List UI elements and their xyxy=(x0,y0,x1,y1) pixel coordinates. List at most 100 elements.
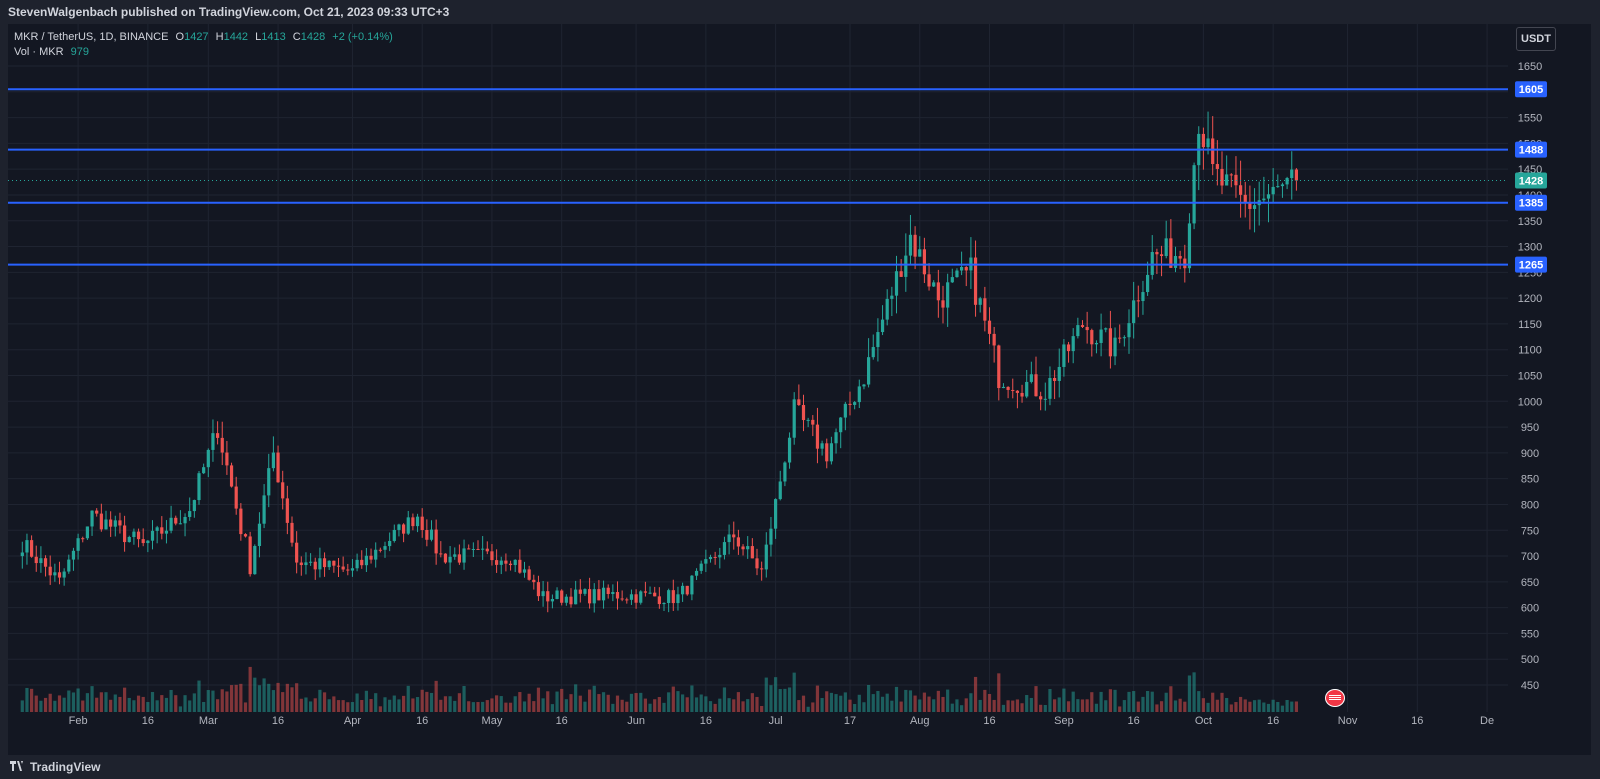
volume-bar xyxy=(1011,700,1015,712)
candle-body xyxy=(62,571,66,578)
volume-bar xyxy=(960,705,964,712)
volume-bar xyxy=(532,701,536,712)
volume-bar xyxy=(271,690,275,712)
volume-bar xyxy=(239,683,243,712)
volume-bar xyxy=(1248,701,1252,712)
candle-body xyxy=(648,592,652,594)
candle-body xyxy=(127,537,131,543)
volume-bar xyxy=(220,689,224,712)
volume-bar xyxy=(1090,692,1094,712)
candle-body xyxy=(964,267,968,271)
candle-body xyxy=(760,568,764,570)
y-tick-label: 1650 xyxy=(1518,61,1542,73)
x-tick-label: 16 xyxy=(983,715,995,727)
y-tick-label: 550 xyxy=(1521,628,1539,640)
volume-bar xyxy=(815,685,820,712)
volume-bar xyxy=(1029,697,1033,712)
x-tick-label: May xyxy=(482,715,503,727)
candle-body xyxy=(746,546,750,550)
volume-bar xyxy=(797,700,801,712)
volume-bar xyxy=(932,699,936,712)
volume-bar xyxy=(448,696,452,712)
candle-body xyxy=(797,399,801,406)
candle-body xyxy=(662,602,666,605)
volume-bar xyxy=(704,696,708,712)
candle-body xyxy=(192,500,196,512)
volume-bar xyxy=(713,703,717,712)
volume-bar xyxy=(299,698,303,712)
volume-bar xyxy=(504,702,508,712)
candle-body xyxy=(360,559,364,566)
volume-bar xyxy=(383,697,387,712)
candle-body xyxy=(829,443,833,462)
candle-body xyxy=(299,562,303,566)
currency-button[interactable]: USDT xyxy=(1516,27,1556,51)
volume-bar xyxy=(964,698,968,712)
y-tick-label: 900 xyxy=(1521,448,1539,460)
candle-body xyxy=(639,591,643,603)
volume-bar xyxy=(708,701,713,712)
volume-bar xyxy=(202,702,206,712)
volume-bar xyxy=(918,699,922,712)
volume-bar xyxy=(192,693,196,712)
candle-body xyxy=(48,566,52,576)
candle-body xyxy=(1015,390,1019,393)
candle-body xyxy=(918,249,922,257)
us-flag-icon[interactable] xyxy=(1325,689,1345,707)
candle-body xyxy=(606,587,610,595)
candle-body xyxy=(1080,325,1085,327)
candle-body xyxy=(20,552,24,557)
volume-bar xyxy=(1262,702,1266,712)
candle-body xyxy=(834,432,838,444)
volume-bar xyxy=(178,706,182,712)
candle-body xyxy=(216,433,220,438)
volume-bar xyxy=(141,696,145,712)
candle-body xyxy=(955,270,959,278)
candle-body xyxy=(880,319,885,333)
candle-body xyxy=(783,462,787,482)
candle-body xyxy=(295,542,299,563)
volume-bar xyxy=(936,690,940,712)
volume-bar xyxy=(620,699,624,712)
volume-bar xyxy=(1211,692,1215,712)
candle-body xyxy=(1252,205,1257,209)
volume-bar xyxy=(1099,691,1103,712)
volume-bar xyxy=(1192,672,1196,712)
candle-body xyxy=(792,399,796,438)
candle-body xyxy=(169,517,173,531)
level-label-box xyxy=(1515,81,1547,98)
volume-bar xyxy=(350,702,355,712)
candle-body xyxy=(536,582,541,597)
candle-body xyxy=(146,540,150,544)
volume-bar xyxy=(997,673,1001,712)
volume-bar xyxy=(611,703,615,712)
candle-body xyxy=(267,468,271,496)
candle-body xyxy=(225,452,229,466)
y-tick-label: 1200 xyxy=(1518,293,1542,305)
volume-bar xyxy=(634,693,638,712)
candle-body xyxy=(1206,138,1210,148)
volume-bar xyxy=(894,686,899,712)
candle-body xyxy=(202,467,206,474)
candle-body xyxy=(495,560,499,565)
candle-body xyxy=(1215,164,1219,169)
volume-bar xyxy=(392,695,396,712)
volume-bar xyxy=(843,692,847,712)
candle-body xyxy=(420,516,424,530)
y-tick-label: 1050 xyxy=(1518,371,1542,383)
candle-body xyxy=(285,498,289,523)
candle-body xyxy=(1057,366,1061,381)
candle-body xyxy=(950,277,954,283)
candle-body xyxy=(653,592,657,597)
candle-body xyxy=(364,555,368,566)
volume-bar xyxy=(216,699,220,712)
candle-body xyxy=(183,516,187,524)
y-tick-label: 650 xyxy=(1521,577,1539,589)
candle-body xyxy=(1164,238,1168,257)
volume-bar xyxy=(987,693,992,712)
volume-bar xyxy=(281,692,285,712)
candle-body xyxy=(1262,198,1266,201)
volume-bar xyxy=(718,698,722,712)
candle-body xyxy=(1039,396,1043,400)
